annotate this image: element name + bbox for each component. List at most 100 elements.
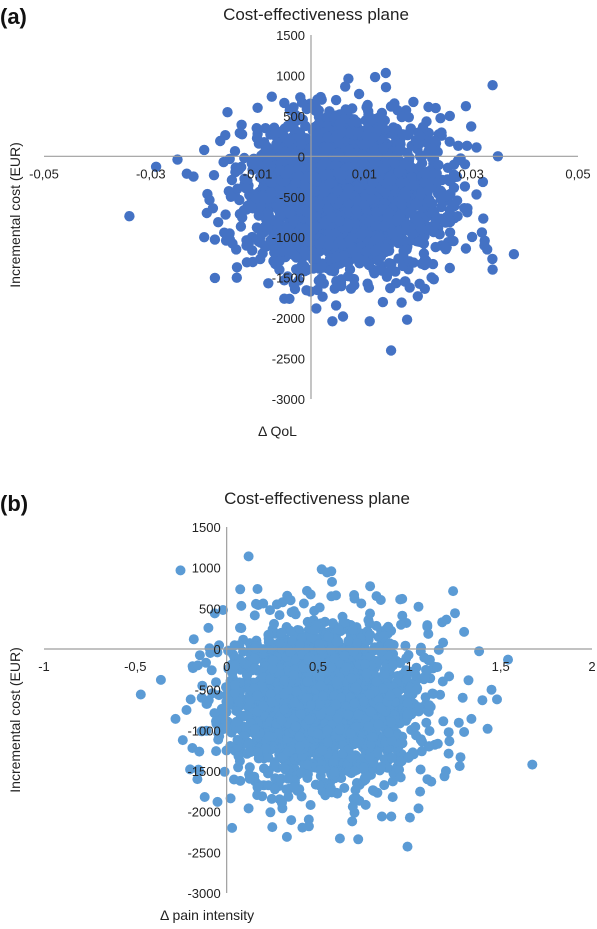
scatter-point [220, 235, 232, 246]
scatter-point [124, 211, 135, 222]
scatter-point [419, 652, 430, 663]
panel-b: (b) Cost-effectiveness plane Incremental… [0, 489, 596, 923]
scatter-point [476, 227, 488, 238]
scatter-point [460, 243, 472, 254]
scatter-point [459, 159, 471, 170]
scatter-point [376, 107, 388, 119]
scatter-point [199, 144, 210, 156]
scatter-point [339, 191, 351, 202]
scatter-point [308, 263, 319, 274]
scatter-point [453, 717, 464, 728]
scatter-point [429, 135, 440, 147]
scatter-point [419, 254, 431, 265]
scatter-point [365, 581, 376, 592]
scatter-point [261, 214, 272, 225]
y-tick-label: -1500 [272, 271, 305, 286]
scatter-point [378, 143, 389, 154]
scatter-point [317, 291, 328, 302]
scatter-point [305, 152, 316, 163]
scatter-point [251, 133, 263, 144]
panel-a-y-label: Incremental cost (EUR) [7, 142, 23, 287]
scatter-point [391, 215, 403, 227]
scatter-point [479, 235, 490, 246]
scatter-point [466, 231, 478, 243]
x-tick-label: 0,03 [459, 166, 484, 181]
scatter-point [443, 748, 454, 759]
scatter-point [316, 94, 327, 105]
scatter-point [286, 815, 297, 826]
scatter-point [304, 195, 315, 206]
scatter-point [401, 314, 413, 325]
y-tick-label: -500 [279, 190, 305, 205]
scatter-point [231, 244, 242, 255]
scatter-point [342, 271, 354, 282]
scatter-point [380, 82, 392, 93]
scatter-point [361, 102, 372, 113]
scatter-point [336, 281, 347, 292]
scatter-point [280, 146, 291, 157]
scatter-point [459, 181, 471, 192]
scatter-point [275, 210, 286, 221]
scatter-point [359, 199, 370, 211]
scatter-point [444, 110, 455, 122]
scatter-point [394, 144, 405, 156]
scatter-point [332, 167, 343, 178]
scatter-point [421, 664, 431, 675]
scatter-point [412, 215, 423, 227]
scatter-point [175, 565, 186, 576]
x-tick-label: 0,05 [565, 166, 590, 181]
scatter-point [424, 741, 434, 752]
scatter-point [273, 126, 285, 138]
scatter-point [396, 619, 406, 630]
scatter-point [444, 262, 455, 274]
scatter-point [207, 203, 219, 214]
scatter-point [208, 170, 220, 181]
scatter-point [427, 258, 439, 270]
scatter-point [427, 207, 438, 218]
scatter-point [408, 96, 419, 108]
scatter-point [423, 101, 434, 113]
scatter-point [334, 117, 346, 129]
scatter-point [326, 211, 337, 223]
scatter-point [438, 637, 449, 648]
scatter-point [399, 159, 410, 170]
scatter-point [442, 162, 454, 173]
scatter-point [251, 123, 262, 134]
scatter-point [444, 736, 455, 747]
scatter-point [340, 81, 351, 92]
scatter-point [274, 610, 285, 621]
scatter-point [419, 168, 430, 179]
panel-b-y-label: Incremental cost (EUR) [7, 647, 23, 792]
scatter-point [192, 660, 203, 671]
y-tick-label: -2500 [272, 352, 305, 367]
scatter-point [477, 176, 489, 188]
scatter-point [387, 228, 399, 239]
scatter-point [361, 130, 372, 141]
y-tick-label: -2000 [272, 311, 305, 326]
scatter-point [288, 215, 299, 226]
scatter-point [231, 262, 243, 273]
scatter-point [236, 129, 248, 140]
scatter-point [226, 174, 238, 186]
scatter-point [314, 602, 325, 613]
scatter-point [295, 92, 306, 103]
scatter-point [283, 136, 295, 147]
scatter-point [236, 119, 247, 130]
scatter-point [199, 232, 210, 243]
scatter-point [313, 275, 324, 286]
scatter-point [426, 198, 438, 209]
scatter-point [415, 764, 426, 775]
scatter-point [362, 278, 373, 289]
scatter-point [371, 207, 382, 218]
scatter-point [482, 244, 493, 255]
scatter-point [301, 285, 312, 296]
scatter-point [377, 296, 389, 308]
scatter-point [457, 692, 468, 703]
scatter-point [404, 812, 415, 823]
scatter-point [408, 257, 419, 268]
scatter-point [316, 159, 328, 171]
scatter-point [252, 223, 264, 234]
scatter-point [459, 203, 470, 214]
scatter-point [327, 316, 338, 327]
